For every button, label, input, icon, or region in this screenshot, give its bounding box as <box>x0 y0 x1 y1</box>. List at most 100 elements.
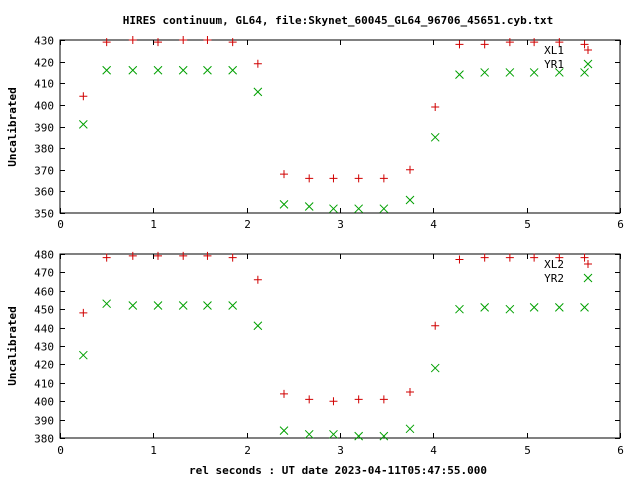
bottom-xl2-point <box>431 321 440 330</box>
top-xl1-point <box>354 174 363 183</box>
bottom-legend-marker-yr2 <box>583 273 593 283</box>
top-y-axis-label: Uncalibrated <box>6 87 19 166</box>
top-xl1-point <box>305 174 314 183</box>
bottom-y-tick-label: 460 <box>34 286 54 299</box>
bottom-yr2-point <box>580 303 589 312</box>
bottom-xl2-point <box>280 389 288 398</box>
bottom-yr2-point <box>228 301 238 310</box>
bottom-y-axis-label: Uncalibrated <box>6 306 19 385</box>
bottom-y-tick-label: 410 <box>34 378 54 391</box>
top-yr1-point <box>203 65 212 75</box>
bottom-xl2-point <box>480 253 489 262</box>
top-x-tick-label: 5 <box>524 218 531 231</box>
bottom-xl2-point <box>329 397 338 406</box>
bottom-xl2-point <box>379 395 388 404</box>
bottom-y-tick-label: 430 <box>34 341 54 354</box>
bottom-xl2-point <box>253 275 262 284</box>
top-xl1-point <box>530 38 539 47</box>
bottom-y-tick-label: 480 <box>34 249 54 262</box>
bottom-yr2-point <box>379 431 389 441</box>
top-xl1-point <box>154 38 162 47</box>
top-x-tick-label: 0 <box>57 218 64 231</box>
bottom-yr2-point <box>78 350 88 360</box>
top-xl1-point <box>128 36 137 44</box>
top-y-tick-label: 380 <box>34 143 54 156</box>
bottom-y-tick-label: 380 <box>34 433 54 446</box>
top-xl1-point <box>228 38 237 47</box>
top-y-tick-label: 360 <box>34 186 54 199</box>
top-y-tick-label: 420 <box>34 57 54 70</box>
bottom-x-tick-label: 1 <box>150 444 157 457</box>
top-xl1-point <box>280 170 288 179</box>
top-xl1-point <box>179 36 188 44</box>
bottom-yr2-point <box>529 303 539 312</box>
top-x-tick-label: 1 <box>150 218 157 231</box>
top-yr1-point <box>279 199 289 209</box>
top-yr1-point <box>529 68 539 77</box>
bottom-y-tick-label: 390 <box>34 415 54 428</box>
bottom-yr2-point <box>279 426 289 435</box>
top-xl1-point <box>505 38 514 47</box>
top-x-tick-label: 2 <box>244 218 251 231</box>
top-yr1-point <box>405 195 415 205</box>
top-yr1-point <box>178 65 188 75</box>
bottom-y-tick-label: 440 <box>34 323 54 336</box>
top-yr1-point <box>128 65 138 75</box>
bottom-xl2-point <box>179 251 188 260</box>
top-legend-label-xl1: XL1 <box>544 44 564 57</box>
bottom-yr2-point <box>354 431 364 441</box>
bottom-xl2-point <box>102 253 111 262</box>
bottom-yr2-point <box>480 303 490 312</box>
top-y-tick-label: 410 <box>34 78 54 91</box>
bottom-y-tick-label: 400 <box>34 396 54 409</box>
top-yr1-point <box>153 65 163 75</box>
chart-title: HIRES continuum, GL64, file:Skynet_60045… <box>123 14 553 27</box>
bottom-xl2-point <box>228 253 237 262</box>
top-y-tick-label: 390 <box>34 122 54 135</box>
bottom-yr2-point <box>253 321 263 331</box>
bottom-xl2-point <box>79 308 88 317</box>
top-xl1-point <box>102 38 111 47</box>
x-axis-label: rel seconds : UT date 2023-04-11T05:47:5… <box>189 464 487 477</box>
bottom-x-tick-label: 2 <box>244 444 251 457</box>
top-xl1-point <box>431 103 440 112</box>
bottom-yr2-point <box>405 424 415 434</box>
top-xl1-point <box>253 59 262 68</box>
top-xl1-point <box>79 92 88 101</box>
top-xl1-point <box>480 40 489 49</box>
top-legend-marker-yr1 <box>583 59 593 69</box>
top-xl1-point <box>455 40 464 49</box>
top-yr1-point <box>253 87 263 97</box>
bottom-plot-frame <box>59 253 621 439</box>
bottom-yr2-point <box>505 304 515 314</box>
top-x-tick-label: 3 <box>337 218 344 231</box>
bottom-panel: Uncalibrated 380390400410420430440450460… <box>6 249 624 458</box>
bottom-yr2-point <box>178 301 188 310</box>
bottom-y-tick-label: 470 <box>34 267 54 280</box>
top-yr1-point <box>78 119 88 129</box>
bottom-xl2-point <box>406 388 414 396</box>
bottom-yr2-point <box>153 301 163 310</box>
bottom-y-tick-label: 420 <box>34 359 54 372</box>
top-yr1-point <box>329 204 338 214</box>
top-yr1-point <box>480 68 490 77</box>
top-yr1-point <box>354 204 364 214</box>
top-panel: Uncalibrated 350360370380390400410420430… <box>6 35 624 232</box>
top-yr1-point <box>455 70 464 79</box>
bottom-x-tick-label: 4 <box>430 444 437 457</box>
bottom-xl2-point <box>128 251 137 260</box>
bottom-x-tick-label: 3 <box>337 444 344 457</box>
bottom-xl2-point <box>530 253 539 262</box>
top-xl1-point <box>203 36 212 44</box>
top-xl1-point <box>406 165 414 174</box>
bottom-legend-label-yr2: YR2 <box>544 272 564 285</box>
top-xl1-point <box>379 174 388 183</box>
top-x-tick-label: 4 <box>430 218 437 231</box>
top-xl1-point <box>555 38 564 47</box>
bottom-yr2-point <box>203 301 212 310</box>
bottom-yr2-point <box>329 429 338 439</box>
top-x-tick-label: 6 <box>617 218 624 231</box>
bottom-x-tick-label: 0 <box>57 444 64 457</box>
top-yr1-point <box>228 65 238 75</box>
